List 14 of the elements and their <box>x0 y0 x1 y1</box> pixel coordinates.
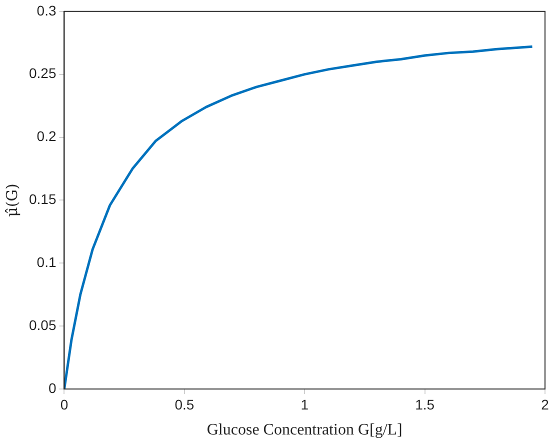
x-tick-label: 2 <box>541 396 550 412</box>
y-tick-label: 0.05 <box>29 316 56 333</box>
x-tick-label: 0 <box>60 396 68 412</box>
x-tick-label: 1 <box>300 396 309 412</box>
x-tick-label: 1.5 <box>415 396 435 412</box>
y-tick-label: 0 <box>48 380 56 396</box>
y-tick-label: 0.3 <box>36 2 56 18</box>
y-tick-label: 0.15 <box>29 191 56 208</box>
y-tick-label: 0.2 <box>36 128 56 144</box>
y-axis-title: μ̂(G) <box>2 183 21 217</box>
x-tick-label: 0.5 <box>174 396 194 412</box>
x-axis-title: Glucose Concentration G[g/L] <box>206 422 402 439</box>
y-tick-label: 0.1 <box>36 254 56 270</box>
y-tick-label: 0.25 <box>29 65 56 82</box>
